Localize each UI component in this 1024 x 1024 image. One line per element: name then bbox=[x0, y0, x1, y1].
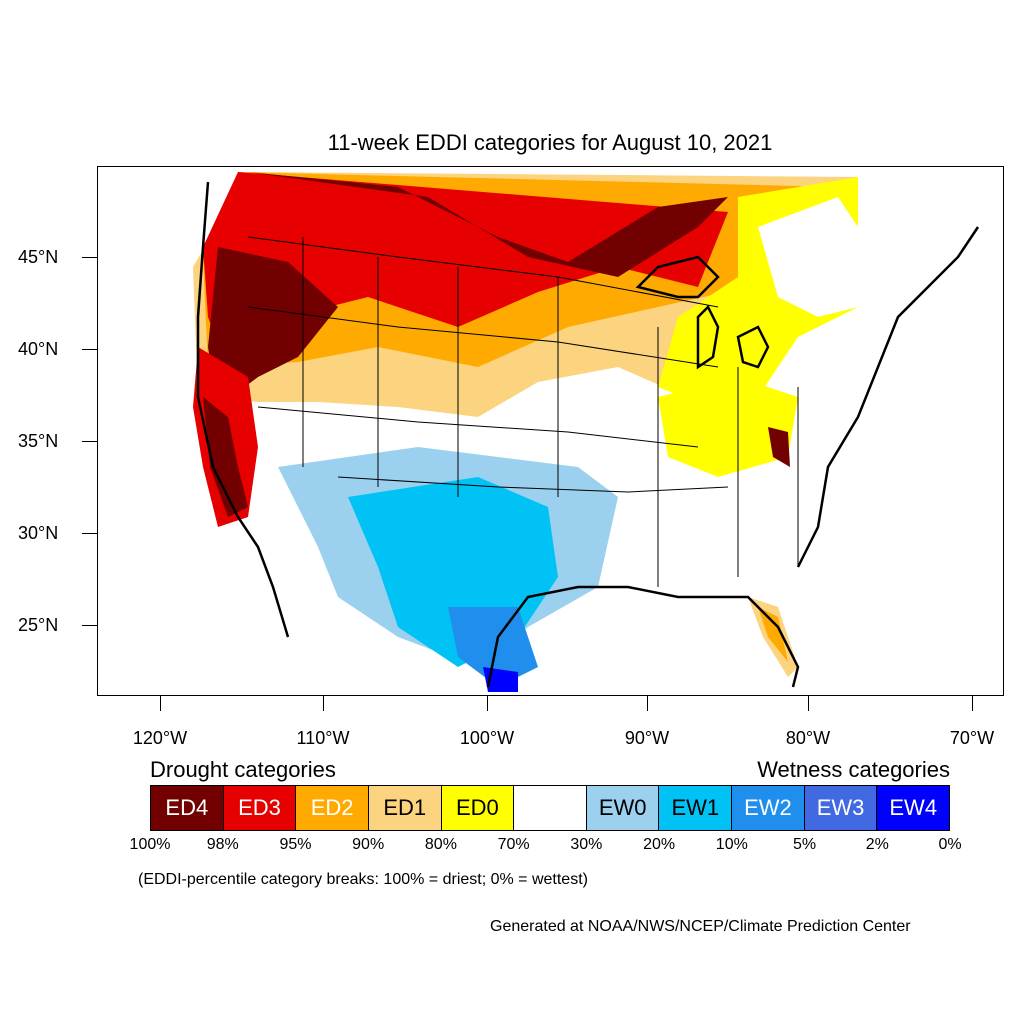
category-note: (EDDI-percentile category breaks: 100% =… bbox=[138, 871, 588, 888]
legend-swatch-ew4: EW4 bbox=[877, 786, 950, 830]
drought-heading: Drought categories bbox=[150, 757, 336, 782]
percentile-label: 95% bbox=[279, 836, 312, 853]
region-white-northeast bbox=[758, 197, 858, 317]
lon-label-100: 100°W bbox=[459, 728, 515, 748]
map-canvas bbox=[193, 172, 980, 692]
chart-title: 11-week EDDI categories for August 10, 2… bbox=[327, 130, 773, 155]
lat-tick bbox=[82, 533, 97, 534]
legend-swatch-ew1: EW1 bbox=[659, 786, 733, 830]
percentile-label: 20% bbox=[643, 836, 676, 853]
lon-label-110: 110°W bbox=[296, 728, 350, 748]
region-ed3-north bbox=[203, 172, 728, 357]
percentile-label: 100% bbox=[129, 836, 171, 853]
lat-tick bbox=[82, 257, 97, 258]
legend-swatch-ed1: ED1 bbox=[368, 786, 442, 830]
lon-label-90: 90°W bbox=[624, 728, 670, 748]
region-ed3-virginia bbox=[768, 427, 790, 467]
region-ed4-north bbox=[248, 172, 728, 277]
percentile-label: 0% bbox=[938, 836, 962, 853]
eddi-map bbox=[97, 166, 1004, 696]
lon-label-70: 70°W bbox=[949, 728, 995, 748]
lat-tick bbox=[82, 625, 97, 626]
lon-tick bbox=[323, 696, 324, 711]
legend-swatch-ew3: EW3 bbox=[804, 786, 878, 830]
state-boundaries bbox=[247, 236, 799, 587]
lat-tick bbox=[82, 349, 97, 350]
region-ew2-texas bbox=[448, 607, 538, 687]
credit-line: Generated at NOAA/NWS/NCEP/Climate Predi… bbox=[490, 918, 911, 935]
legend-swatch-ed0: ED0 bbox=[441, 786, 515, 830]
legend-swatch-neutral bbox=[514, 786, 587, 830]
percentile-label: 98% bbox=[206, 836, 239, 853]
region-ed4-west bbox=[208, 247, 338, 407]
percentile-label: 30% bbox=[570, 836, 603, 853]
lon-label-80: 80°W bbox=[785, 728, 831, 748]
legend-color-bar: ED4 ED3 ED2 ED1 ED0 EW0 EW1 EW2 EW3 EW4 bbox=[150, 785, 950, 831]
coastlines bbox=[196, 181, 980, 688]
lon-tick bbox=[808, 696, 809, 711]
lon-label-120: 120°W bbox=[132, 728, 188, 748]
lon-tick bbox=[972, 696, 973, 711]
percentile-label: 5% bbox=[792, 836, 817, 853]
lat-label-40: 40°N bbox=[18, 339, 59, 359]
legend-swatch-ed2: ED2 bbox=[296, 786, 369, 830]
region-ed2-florida bbox=[758, 607, 788, 662]
lon-tick bbox=[647, 696, 648, 711]
lat-tick bbox=[82, 441, 97, 442]
region-ed0-ohio bbox=[658, 377, 798, 477]
wetness-heading: Wetness categories bbox=[757, 757, 950, 782]
legend-swatch-ed4: ED4 bbox=[151, 786, 224, 830]
percentile-label: 2% bbox=[865, 836, 889, 853]
percentile-label: 90% bbox=[352, 836, 385, 853]
lat-label-30: 30°N bbox=[18, 523, 59, 543]
lat-label-35: 35°N bbox=[18, 431, 59, 451]
region-ed4-coast bbox=[203, 397, 248, 517]
percentile-label: 80% bbox=[424, 836, 457, 853]
lon-tick bbox=[487, 696, 488, 711]
legend-swatch-ed3: ED3 bbox=[223, 786, 297, 830]
lat-label-25: 25°N bbox=[18, 615, 59, 635]
percentile-label: 10% bbox=[715, 836, 748, 853]
lat-label-45: 45°N bbox=[18, 247, 59, 267]
legend-swatch-ew0: EW0 bbox=[586, 786, 660, 830]
percentile-label: 70% bbox=[497, 836, 530, 853]
lon-tick bbox=[160, 696, 161, 711]
legend-swatch-ew2: EW2 bbox=[732, 786, 805, 830]
